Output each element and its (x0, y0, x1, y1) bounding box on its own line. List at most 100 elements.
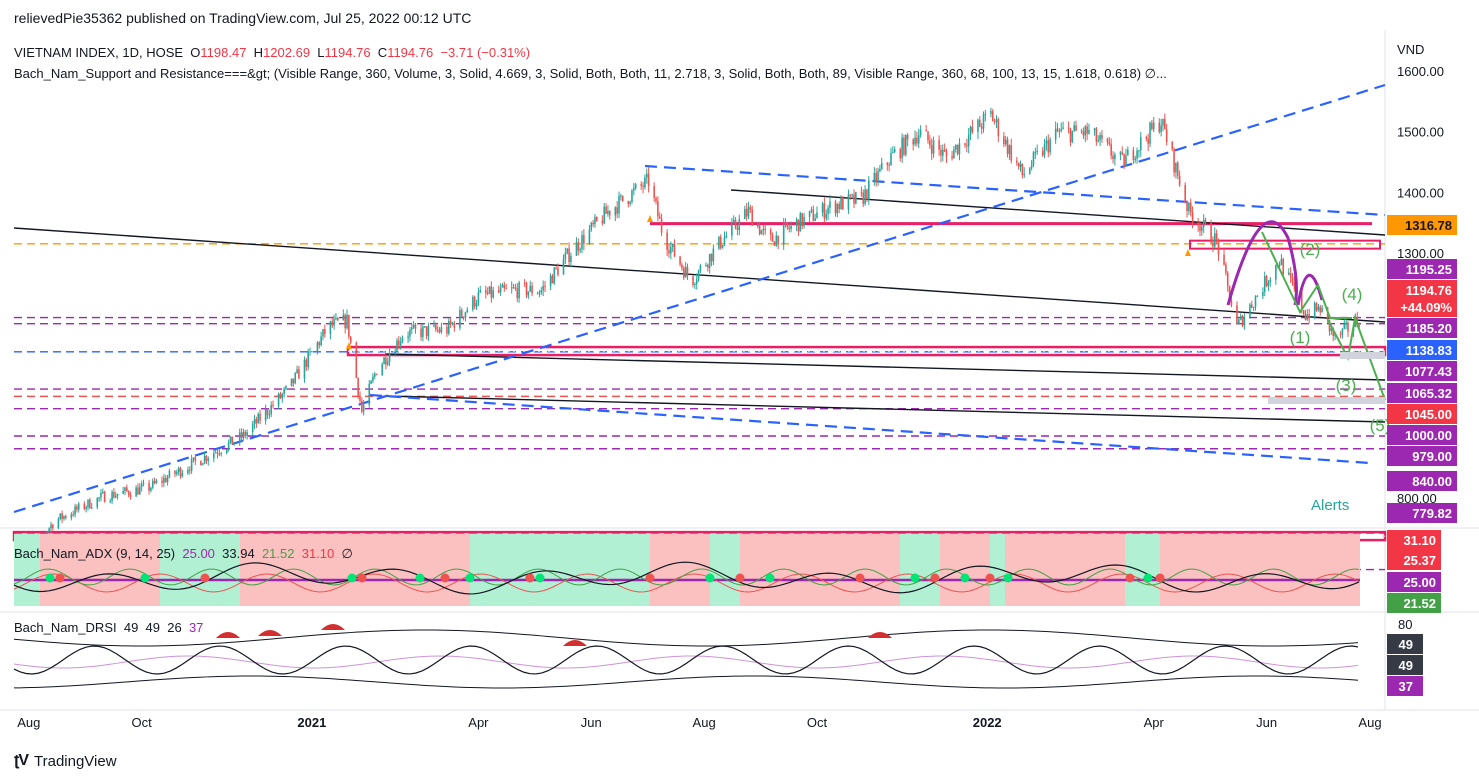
candle-body (103, 491, 106, 503)
candle-body (719, 236, 722, 248)
candle-body (436, 329, 439, 331)
candle-body (1080, 130, 1083, 132)
candle-body (181, 473, 184, 477)
adx-dot (705, 573, 715, 583)
candle-body (734, 219, 737, 228)
candle-body (1108, 142, 1111, 145)
price-tick: 1600.00 (1397, 64, 1444, 79)
candle-body (899, 149, 902, 159)
candle-body (954, 144, 957, 150)
candle-body (1101, 135, 1103, 139)
price-label-bg (1387, 280, 1457, 300)
candle-body (808, 210, 811, 217)
candle-body (1223, 254, 1225, 265)
candle-body (570, 255, 572, 263)
candle-body (1300, 289, 1303, 311)
candle-body (368, 383, 371, 405)
candle-body (1275, 264, 1277, 280)
candle-body (982, 114, 985, 129)
candle-body (756, 225, 759, 227)
candle-body (168, 470, 171, 478)
drsi-signal (13, 655, 1359, 669)
time-tick: Oct (132, 715, 153, 730)
candle-body (995, 119, 998, 122)
candle-body (762, 228, 765, 231)
candle-body (505, 288, 507, 290)
candle-body (1097, 140, 1100, 142)
candle-body (155, 480, 158, 484)
candle-body (964, 143, 966, 146)
candle-body (1160, 125, 1162, 133)
candle-body (686, 267, 689, 277)
price-label: 1000.00 (1405, 428, 1452, 443)
price-label-bg (1387, 259, 1457, 279)
candle-body (510, 287, 513, 289)
candle-body (1339, 334, 1342, 336)
candle-body (997, 119, 1000, 137)
candle-body (834, 201, 837, 214)
candle-body (692, 276, 694, 285)
candle-body (1199, 225, 1201, 231)
time-tick: Aug (17, 715, 40, 730)
candle-body (218, 453, 221, 455)
candle-body (396, 340, 398, 353)
open-value: 1198.47 (200, 45, 247, 60)
candle-body (251, 424, 254, 433)
candle-body (1341, 328, 1344, 335)
adx-pane (13, 534, 1360, 606)
price-label-bg (1387, 446, 1457, 466)
candle-body (1019, 163, 1022, 167)
candle-body (616, 207, 618, 214)
indicator-legend[interactable]: Bach_Nam_Support and Resistance===&gt; (… (14, 66, 1167, 81)
candle-body (1201, 227, 1203, 231)
candle-body (346, 314, 348, 329)
wave-label: (1) (1290, 328, 1311, 347)
candle-body (823, 203, 826, 219)
candle-body (655, 197, 657, 202)
candle-body (348, 314, 350, 337)
candle-body (320, 336, 322, 346)
low-label: L (317, 45, 325, 60)
candle-body (991, 111, 994, 122)
candle-body (699, 265, 702, 271)
candle-body (731, 222, 733, 236)
candle-body (760, 230, 763, 235)
candle-body (658, 216, 661, 219)
candle-body (292, 378, 295, 384)
candle-body (1184, 185, 1186, 203)
candle-body (257, 413, 260, 424)
candle-body (1134, 158, 1137, 160)
candle-body (888, 164, 890, 166)
candle-body (188, 469, 191, 471)
adx-dot (735, 573, 745, 583)
adx-dot (1143, 573, 1153, 583)
candle-body (1123, 154, 1125, 167)
drsi-legend[interactable]: Bach_Nam_DRSI 49 49 26 37 (14, 620, 203, 635)
candle-body (892, 151, 894, 154)
price-label-bg (1387, 340, 1457, 360)
candle-body (629, 202, 631, 205)
adx-legend[interactable]: Bach_Nam_ADX (9, 14, 25) 25.00 33.94 21.… (14, 546, 353, 562)
candle-body (1062, 127, 1064, 129)
candle-body (919, 130, 922, 136)
candle-body (847, 194, 850, 210)
trend-line-blue (13, 83, 1386, 514)
candle-body (422, 326, 424, 337)
candle-body (945, 151, 948, 157)
candle-body (177, 468, 180, 473)
candle-body (1067, 127, 1070, 129)
tradingview-brand[interactable]: ʈV TradingView (14, 752, 117, 770)
candle-body (1095, 128, 1098, 142)
candle-body (564, 253, 567, 260)
candle-body (46, 531, 49, 534)
adx-zone (940, 534, 990, 606)
candle-body (575, 242, 578, 256)
candle-body (1226, 272, 1229, 286)
symbol-label[interactable]: VIETNAM INDEX, 1D, HOSE (14, 45, 184, 60)
candle-body (904, 134, 907, 155)
candle-body (634, 184, 637, 189)
candle-body (1212, 242, 1214, 247)
candle-body (890, 153, 892, 166)
candle-body (956, 144, 959, 155)
